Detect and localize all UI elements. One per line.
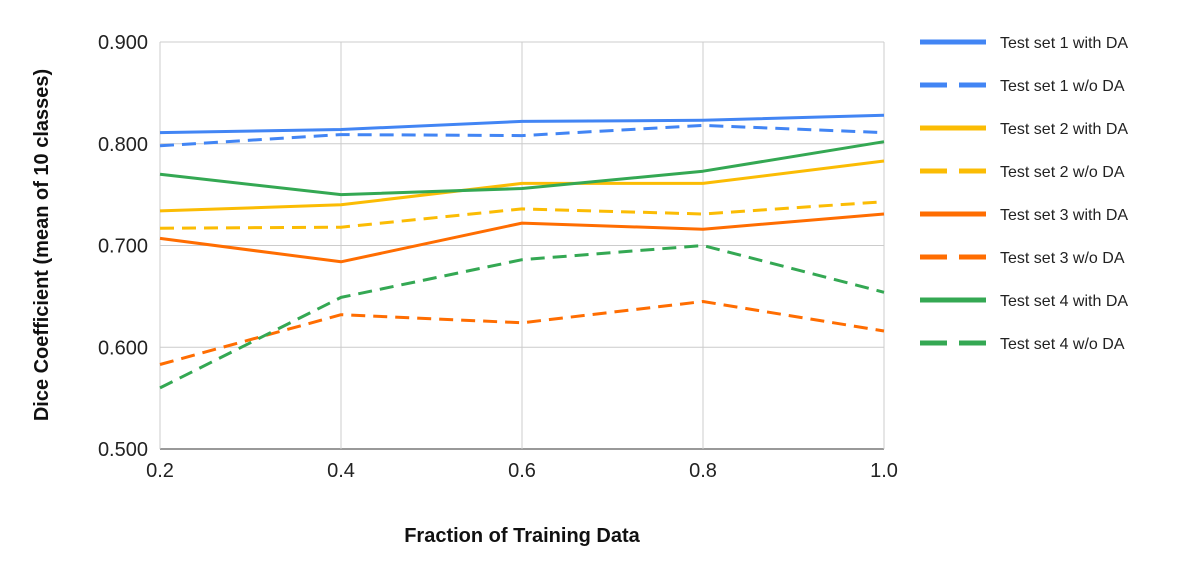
legend-label: Test set 2 w/o DA: [1000, 164, 1125, 181]
legend-label: Test set 4 w/o DA: [1000, 336, 1125, 353]
y-tick-label: 0.900: [98, 32, 148, 54]
y-axis-title: Dice Coefficient (mean of 10 classes): [31, 69, 53, 421]
series-line-4: [159, 200, 885, 230]
series-line-8: [159, 244, 885, 390]
x-tick-label: 1.0: [870, 460, 898, 482]
x-axis-title: Fraction of Training Data: [404, 525, 640, 547]
grid: [159, 41, 885, 450]
y-tick-label: 0.700: [98, 236, 148, 258]
x-tick-label: 0.2: [146, 460, 174, 482]
y-tick-label: 0.800: [98, 134, 148, 156]
series-lines: [159, 113, 885, 390]
series-line-3: [159, 159, 885, 213]
legend-label: Test set 3 w/o DA: [1000, 250, 1125, 267]
y-tick-labels: 0.500 0.600 0.700 0.800 0.900: [98, 32, 148, 461]
x-tick-label: 0.6: [508, 460, 536, 482]
series-line-2: [159, 123, 885, 148]
x-tick-label: 0.8: [689, 460, 717, 482]
legend: Test set 1 with DA Test set 1 w/o DA Test …: [920, 35, 1128, 353]
series-line-5: [159, 212, 885, 264]
x-tick-labels: 0.2 0.4 0.6 0.8 1.0: [146, 460, 898, 482]
series-line-1: [159, 113, 885, 135]
y-tick-label: 0.600: [98, 337, 148, 359]
legend-label: Test set 1 with DA: [1000, 35, 1128, 52]
legend-label: Test set 4 with DA: [1000, 293, 1128, 310]
y-tick-label: 0.500: [98, 439, 148, 461]
legend-label: Test set 1 w/o DA: [1000, 78, 1125, 95]
legend-label: Test set 2 with DA: [1000, 121, 1128, 138]
legend-label: Test set 3 with DA: [1000, 207, 1128, 224]
series-line-7: [159, 140, 885, 197]
x-tick-label: 0.4: [327, 460, 355, 482]
